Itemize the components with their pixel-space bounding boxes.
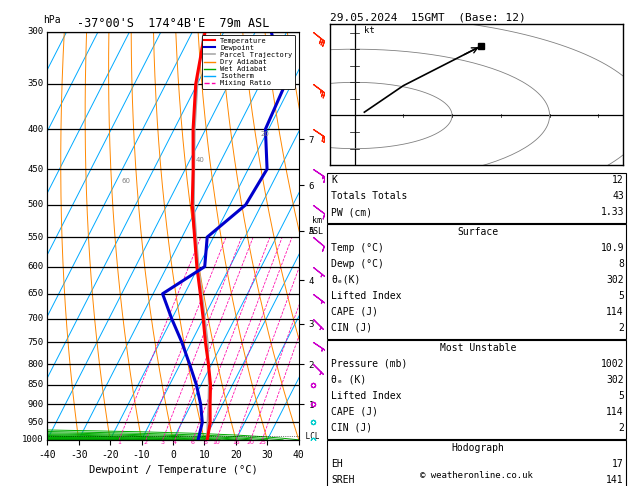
Text: CAPE (J): CAPE (J) (331, 307, 379, 317)
Text: CAPE (J): CAPE (J) (331, 407, 379, 417)
Text: kt: kt (364, 26, 375, 35)
Text: 20: 20 (247, 440, 255, 445)
Text: 10.9: 10.9 (601, 243, 624, 253)
Text: 2: 2 (144, 440, 148, 445)
Text: 10: 10 (213, 440, 220, 445)
Text: CIN (J): CIN (J) (331, 423, 372, 433)
Text: 1: 1 (117, 440, 121, 445)
Text: 450: 450 (27, 165, 43, 174)
Text: 43: 43 (612, 191, 624, 201)
Text: θₑ(K): θₑ(K) (331, 275, 361, 285)
Text: 900: 900 (27, 399, 43, 409)
Text: 600: 600 (27, 262, 43, 271)
Text: Dewp (°C): Dewp (°C) (331, 259, 384, 269)
Text: 1.33: 1.33 (601, 207, 624, 217)
Text: 650: 650 (27, 289, 43, 298)
Text: 950: 950 (27, 418, 43, 427)
Text: Totals Totals: Totals Totals (331, 191, 408, 201)
Text: 550: 550 (27, 233, 43, 242)
Text: 8: 8 (618, 259, 624, 269)
Text: 60: 60 (121, 178, 130, 184)
Text: Lifted Index: Lifted Index (331, 291, 402, 301)
Text: Hodograph: Hodograph (451, 442, 504, 452)
Text: LCL: LCL (301, 432, 319, 441)
Text: 5: 5 (618, 291, 624, 301)
Text: 750: 750 (27, 338, 43, 347)
Text: 114: 114 (606, 407, 624, 417)
Text: 114: 114 (606, 307, 624, 317)
Text: 1002: 1002 (601, 359, 624, 369)
Text: Most Unstable: Most Unstable (440, 343, 516, 353)
Text: 500: 500 (27, 200, 43, 209)
Text: EH: EH (331, 458, 343, 469)
Text: 8: 8 (204, 440, 208, 445)
Text: hPa: hPa (43, 16, 61, 25)
Text: Lifted Index: Lifted Index (331, 391, 402, 401)
Text: 302: 302 (606, 375, 624, 385)
Title: -37°00'S  174°4B'E  79m ASL: -37°00'S 174°4B'E 79m ASL (77, 17, 269, 31)
Text: 29.05.2024  15GMT  (Base: 12): 29.05.2024 15GMT (Base: 12) (330, 12, 526, 22)
Text: θₑ (K): θₑ (K) (331, 375, 367, 385)
Text: 5: 5 (618, 391, 624, 401)
Legend: Temperature, Dewpoint, Parcel Trajectory, Dry Adiabat, Wet Adiabat, Isotherm, Mi: Temperature, Dewpoint, Parcel Trajectory… (201, 35, 295, 89)
Text: K: K (331, 175, 337, 185)
Text: 2: 2 (618, 323, 624, 333)
Text: 15: 15 (232, 440, 240, 445)
Y-axis label: km
ASL: km ASL (309, 216, 324, 236)
Text: 25: 25 (259, 440, 266, 445)
Text: 400: 400 (27, 124, 43, 134)
Text: 1000: 1000 (22, 435, 43, 444)
Text: 3: 3 (160, 440, 165, 445)
Text: PW (cm): PW (cm) (331, 207, 372, 217)
Text: SREH: SREH (331, 474, 355, 485)
Text: © weatheronline.co.uk: © weatheronline.co.uk (420, 471, 533, 480)
Text: 17: 17 (612, 458, 624, 469)
Text: Temp (°C): Temp (°C) (331, 243, 384, 253)
Text: 350: 350 (27, 79, 43, 88)
Text: Pressure (mb): Pressure (mb) (331, 359, 408, 369)
Text: 800: 800 (27, 360, 43, 369)
Text: 2: 2 (618, 423, 624, 433)
Text: 850: 850 (27, 380, 43, 389)
Text: 20: 20 (261, 131, 270, 137)
Text: 12: 12 (612, 175, 624, 185)
Text: 700: 700 (27, 314, 43, 323)
Text: 4: 4 (173, 440, 177, 445)
Text: 141: 141 (606, 474, 624, 485)
Text: CIN (J): CIN (J) (331, 323, 372, 333)
Text: 302: 302 (606, 275, 624, 285)
Text: 40: 40 (196, 157, 205, 163)
Text: Surface: Surface (457, 226, 498, 237)
Text: 6: 6 (191, 440, 195, 445)
X-axis label: Dewpoint / Temperature (°C): Dewpoint / Temperature (°C) (89, 465, 257, 475)
Text: 300: 300 (27, 27, 43, 36)
